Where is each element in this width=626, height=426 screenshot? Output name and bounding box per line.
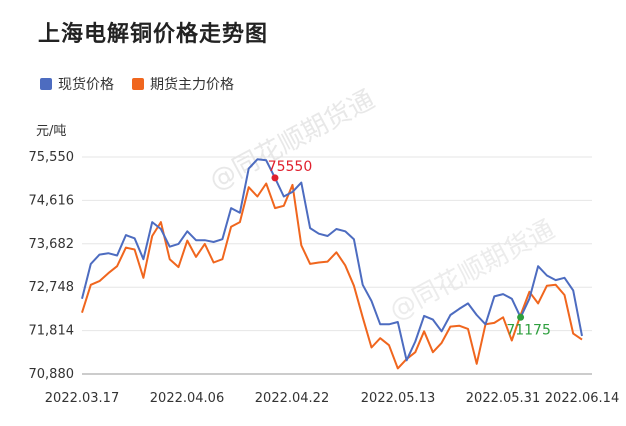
y-tick-label: 73,682	[29, 237, 75, 252]
annotation-label: 71175	[506, 322, 551, 338]
x-tick-label: 2022.03.17	[45, 391, 119, 406]
y-tick-label: 70,880	[29, 367, 75, 382]
y-tick-label: 71,814	[29, 324, 75, 339]
series-line-1	[82, 184, 582, 369]
x-tick-label: 2022.04.06	[150, 391, 224, 406]
y-tick-label: 72,748	[29, 280, 75, 295]
x-tick-label: 2022.04.22	[255, 391, 329, 406]
x-tick-label: 2022.06.14	[545, 391, 619, 406]
annotation-label: 75550	[268, 159, 313, 175]
y-tick-label: 75,550	[29, 150, 75, 165]
y-tick-label: 74,616	[29, 193, 75, 208]
x-tick-label: 2022.05.31	[466, 391, 540, 406]
annotation-point	[517, 314, 524, 321]
annotation-point	[271, 174, 278, 181]
x-tick-label: 2022.05.13	[361, 391, 435, 406]
